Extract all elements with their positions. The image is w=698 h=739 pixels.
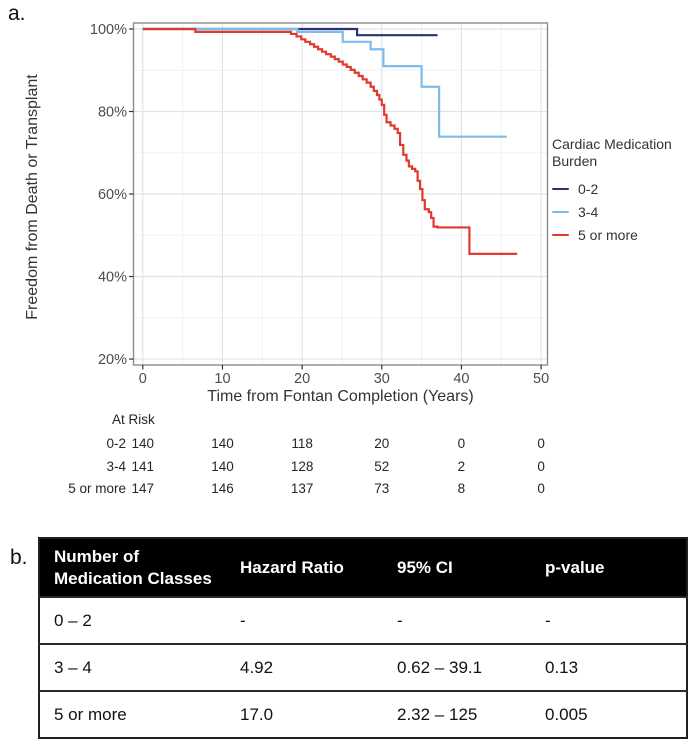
x-axis-title: Time from Fontan Completion (Years): [207, 388, 473, 405]
cell-group: 5 or more: [39, 690, 226, 738]
x-tick-label: 30: [374, 371, 390, 387]
col-header-p-value: p-value: [531, 538, 687, 597]
table-row: 0 – 2 - - -: [39, 596, 687, 644]
y-tick-label: 20%: [98, 352, 127, 368]
cell-hazard-ratio: 17.0: [226, 690, 383, 738]
at-risk-count: 2: [458, 459, 466, 474]
col-header-95-ci: 95% CI: [383, 538, 531, 597]
at-risk-count: 141: [132, 459, 155, 474]
legend-label: 5 or more: [578, 227, 638, 244]
at-risk-count: 0: [537, 436, 545, 451]
km-plot: 0 10 20 30 40 50 20%40%60%80%100% Time from F…: [24, 22, 549, 496]
col-header-hazard-ratio: Hazard Ratio: [226, 538, 383, 597]
y-tick-label: 40%: [98, 270, 127, 286]
cell-p-value: 0.005: [531, 690, 687, 738]
cell-p-value: 0.13: [531, 643, 687, 691]
at-risk-count: 146: [211, 481, 234, 496]
at-risk-count: 73: [374, 481, 389, 496]
y-tick-label: 100%: [90, 22, 127, 38]
cell-hazard-ratio: -: [226, 596, 383, 644]
cell-p-value: -: [531, 596, 687, 644]
y-tick-label: 80%: [98, 105, 127, 121]
cell-ci: 2.32 – 125: [383, 690, 531, 738]
legend: Cardiac Medication Burden 0-2 3-4 5 or m…: [552, 136, 698, 251]
at-risk-row-label: 5 or more: [68, 481, 126, 496]
cell-group: 0 – 2: [39, 596, 226, 644]
at-risk-label: At Risk: [112, 412, 155, 427]
legend-swatch-0-2-line-icon: [552, 187, 569, 191]
x-tick-labels: 0 10 20 30 40 50: [139, 371, 549, 387]
cell-group: 3 – 4: [39, 643, 226, 691]
gridlines-major: [133, 23, 548, 365]
table-row: 3 – 4 4.92 0.62 – 39.1 0.13: [39, 643, 687, 691]
km-curve-5-or-more: [142, 27, 518, 255]
legend-swatch-5-or-more-line-icon: [552, 233, 569, 237]
y-tick-labels: 20% 40% 60% 80% 100%: [90, 22, 127, 368]
panel-b-label: b.: [10, 546, 28, 569]
x-tick-label: 10: [214, 371, 230, 387]
y-axis-title: Freedom from Death or Transplant: [24, 74, 41, 320]
km-curves: [142, 27, 518, 255]
at-risk-count: 8: [458, 481, 466, 496]
at-risk-count: 128: [291, 459, 314, 474]
panel-a-label: a.: [8, 2, 26, 25]
x-tick-label: 40: [453, 371, 469, 387]
y-tick-label: 60%: [98, 187, 127, 203]
cell-hazard-ratio: 4.92: [226, 643, 383, 691]
x-tick-label: 0: [139, 371, 147, 387]
legend-label: 0-2: [578, 181, 599, 198]
km-curve-3-4: [142, 27, 507, 138]
at-risk-count: 118: [291, 436, 313, 451]
at-risk-count: 52: [374, 459, 389, 474]
legend-item-0-2: 0-2: [552, 181, 698, 198]
at-risk-count: 0: [537, 459, 545, 474]
x-tick-label: 50: [533, 371, 549, 387]
at-risk-count: 147: [132, 481, 155, 496]
legend-title: Cardiac Medication Burden: [552, 136, 672, 169]
at-risk-row-label: 0-2: [106, 436, 126, 451]
table-row: 5 or more 17.0 2.32 – 125 0.005: [39, 690, 687, 738]
at-risk-count: 140: [132, 436, 155, 451]
legend-item-3-4: 3-4: [552, 204, 698, 221]
at-risk-count: 140: [211, 436, 234, 451]
col-header-medication-classes: Number of Medication Classes: [39, 538, 226, 597]
legend-swatch-3-4-line-icon: [552, 210, 569, 214]
at-risk-count: 137: [291, 481, 314, 496]
at-risk-row-label: 3-4: [106, 459, 126, 474]
at-risk-count: 140: [211, 459, 234, 474]
at-risk-count: 0: [458, 436, 466, 451]
at-risk-count: 0: [537, 481, 545, 496]
at-risk-table: 0-2 140 140 118 20 0 03-4 141 140 128 52 2 05 or mor…: [68, 436, 545, 496]
hazard-ratio-table: Number of Medication Classes Hazard Rati…: [38, 537, 688, 739]
cell-ci: -: [383, 596, 531, 644]
at-risk-count: 20: [374, 436, 389, 451]
legend-item-5-or-more: 5 or more: [552, 227, 698, 244]
legend-label: 3-4: [578, 204, 599, 221]
x-tick-label: 20: [294, 371, 310, 387]
axis-tick-marks: [129, 28, 542, 370]
table-header-row: Number of Medication Classes Hazard Rati…: [39, 538, 687, 597]
cell-ci: 0.62 – 39.1: [383, 643, 531, 691]
